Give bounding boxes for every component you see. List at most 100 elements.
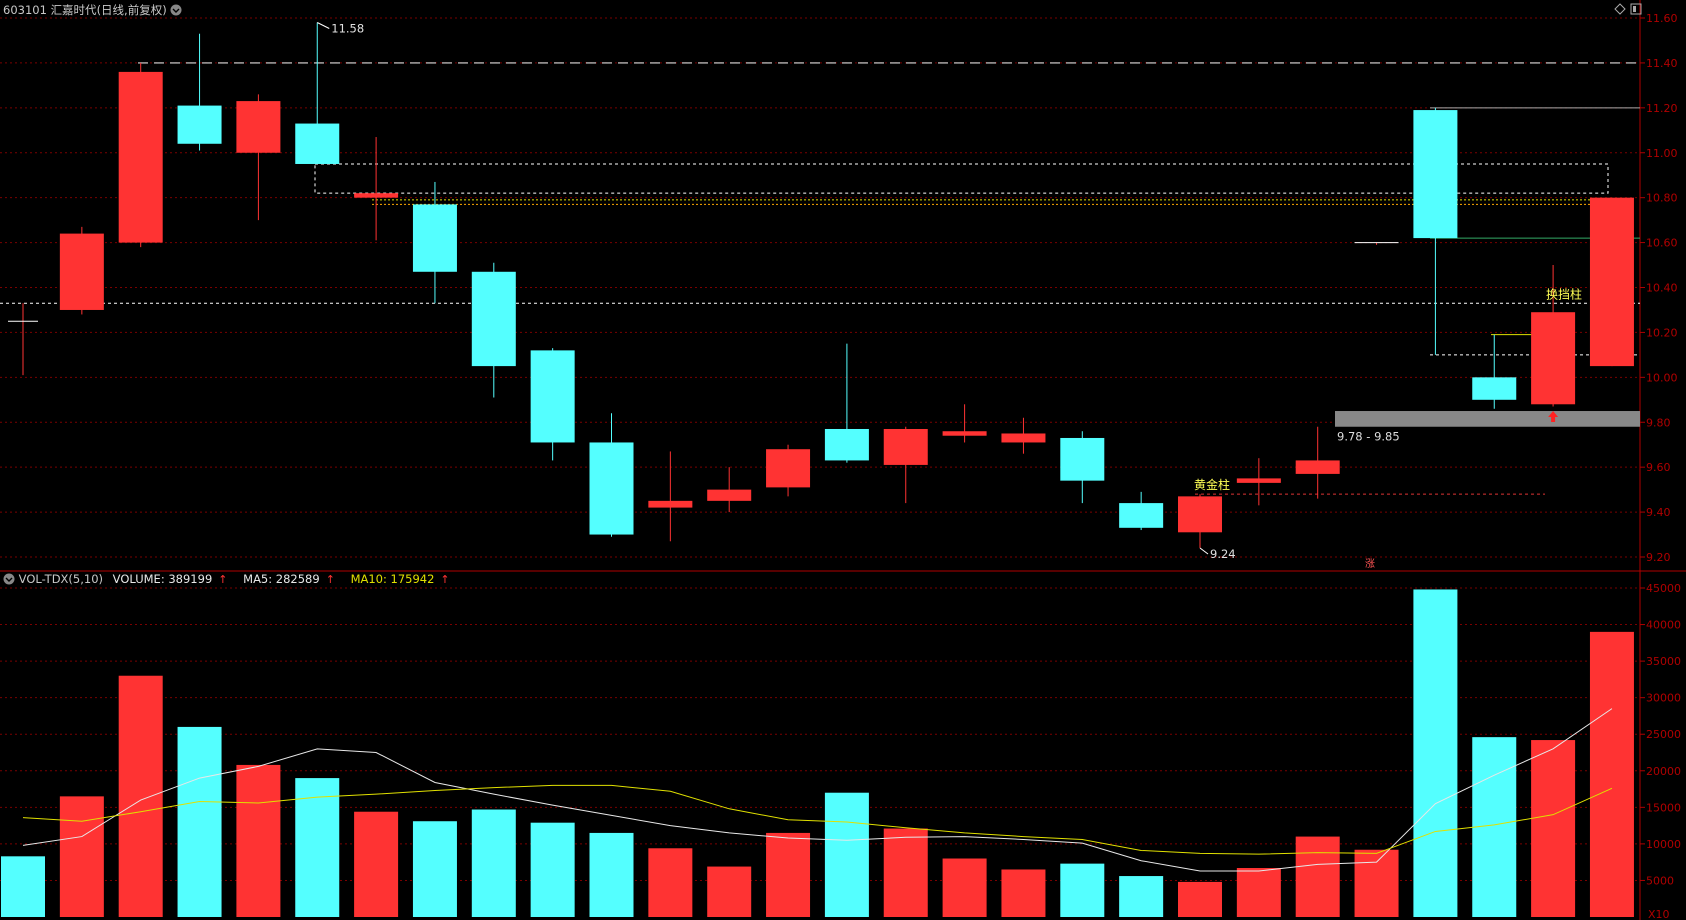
diamond-icon[interactable]: [1614, 3, 1626, 15]
ma10-line: [22, 784, 1613, 855]
candlestick: [589, 413, 634, 537]
candle-body: [1060, 437, 1105, 481]
price-tick-label: 9.80: [1646, 416, 1671, 429]
price-tick-label: 11.40: [1646, 57, 1678, 70]
candle-body: [824, 428, 869, 461]
price-header: 603101 汇嘉时代(日线,前复权): [3, 2, 182, 18]
candle-body: [942, 431, 987, 436]
stock-code: 603101: [3, 3, 47, 17]
panel-toggle-icon[interactable]: [1630, 3, 1642, 15]
price-tick-label: 10.40: [1646, 282, 1678, 295]
candlestick: [1295, 426, 1340, 499]
candlestick: [1236, 458, 1281, 506]
indicator-name: VOL-TDX(5,10): [18, 572, 104, 586]
volume-bar: [1295, 836, 1340, 917]
candle-body: [589, 442, 634, 535]
candlestick: [59, 226, 104, 315]
volume-tick-label: 30000: [1646, 692, 1681, 705]
price-tick-label: 10.80: [1646, 192, 1678, 205]
volume-tick-label: 40000: [1646, 619, 1681, 632]
volume-tick-label: 10000: [1646, 838, 1681, 851]
candle-body: [118, 71, 163, 243]
candle-body: [1178, 496, 1222, 533]
volume-bar: [648, 848, 693, 917]
candle-body: [354, 193, 399, 198]
volume-tick-label: 45000: [1646, 582, 1681, 595]
volume-bar: [1119, 876, 1164, 917]
candlestick: [295, 22, 340, 164]
up-arrow-icon: ↑: [440, 573, 450, 586]
candle-body: [1001, 433, 1046, 443]
volume-bar: [471, 809, 516, 917]
price-tick-label: 9.40: [1646, 506, 1671, 519]
candlestick: [707, 467, 752, 513]
volume-tick-label: 20000: [1646, 765, 1681, 778]
price-tick-label: 10.60: [1646, 237, 1678, 250]
candle-body: [236, 101, 281, 153]
volume-bar: [1589, 631, 1634, 917]
price-axis: 11.60 11.40 11.20 11.00 10.80 10.60 10.40 10.20…: [1640, 12, 1678, 564]
moving-averages: [22, 708, 1613, 872]
candle-body: [707, 489, 752, 501]
candle-body: [1472, 377, 1517, 400]
candle-body: [412, 204, 457, 272]
high-pointer: [317, 22, 330, 29]
chevron-down-icon[interactable]: [3, 573, 15, 585]
candlestick-series: [8, 22, 1634, 549]
price-tick-label: 11.20: [1646, 102, 1678, 115]
volume-bar: [1472, 737, 1517, 917]
volume-bar: [1413, 589, 1458, 917]
candlestick: [177, 33, 222, 151]
volume-bar: [354, 811, 399, 917]
volume-bar: [295, 778, 340, 917]
candlestick: [1119, 491, 1164, 531]
candlestick: [766, 444, 811, 497]
volume-bar: [942, 858, 987, 917]
candle-body: [1589, 197, 1634, 367]
support-zone-label: 9.78 - 9.85: [1337, 430, 1400, 444]
candlestick: [942, 404, 987, 443]
volume-bar: [530, 822, 575, 917]
candlestick: [1178, 494, 1222, 549]
candlestick: [1589, 197, 1634, 367]
shift-bar-label: 换挡柱: [1546, 287, 1582, 302]
high-label: 11.58: [331, 21, 364, 35]
candle-body: [471, 271, 516, 367]
volume-bar: [824, 792, 869, 917]
candlestick: [1060, 431, 1105, 504]
volume-bar: [1354, 849, 1399, 917]
price-tick-label: 10.20: [1646, 326, 1678, 339]
volume-header: VOL-TDX(5,10) VOLUME: 389199 ↑ MA5: 28258…: [3, 572, 462, 586]
volume-bar: [118, 675, 163, 917]
candle-body: [1119, 503, 1164, 528]
volume-bar: [883, 828, 928, 917]
volume-bar: [177, 726, 222, 917]
candle-body: [1531, 312, 1576, 405]
volume-tick-label: 15000: [1646, 801, 1681, 814]
low-pointer: [1199, 547, 1209, 555]
volume-tick-label: 5000: [1646, 874, 1674, 887]
rise-marker: 涨: [1365, 558, 1375, 570]
chart-mode: (日线,前复权): [96, 3, 167, 17]
support-zone: [1335, 411, 1640, 427]
candle-body: [59, 233, 104, 310]
volume-bar: [1, 856, 45, 917]
volume-bar: [59, 796, 104, 917]
candlestick: [883, 426, 928, 504]
golden-bar-label: 黄金柱: [1194, 477, 1230, 492]
candlestick: [236, 94, 281, 221]
volume-bar: [707, 866, 752, 917]
price-tick-label: 10.00: [1646, 371, 1678, 384]
volume-tick-label: 25000: [1646, 728, 1681, 741]
candle-body: [177, 105, 222, 144]
ma5-line: [22, 708, 1613, 872]
candlestick: [471, 262, 516, 398]
candle-body: [1236, 478, 1281, 483]
up-arrow-icon: ↑: [325, 573, 335, 586]
candlestick: [354, 137, 399, 241]
up-arrow-icon: ↑: [218, 573, 228, 586]
chevron-down-icon[interactable]: [170, 4, 182, 16]
overlay-lines: [0, 62, 1640, 495]
volume-bar: [412, 821, 457, 917]
